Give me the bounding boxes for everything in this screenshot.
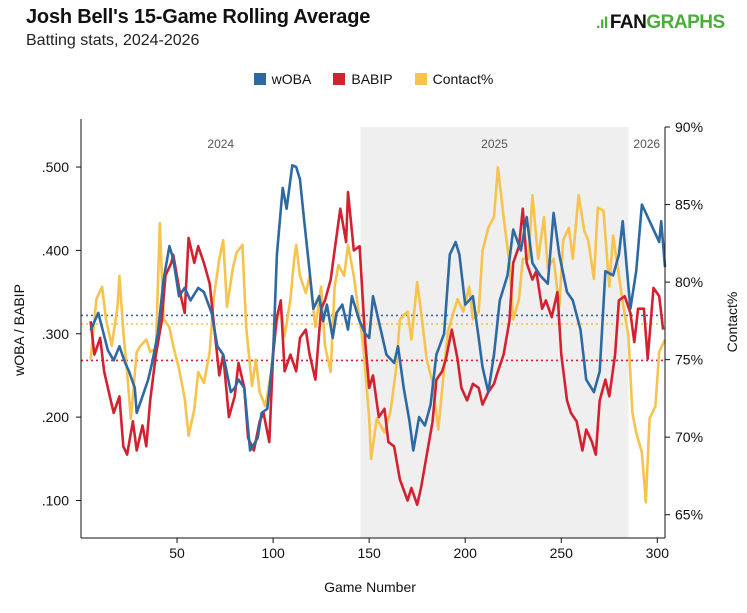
y-tick-label: .300 (42, 326, 69, 342)
x-tick-label: 300 (646, 545, 670, 561)
chart-title: Josh Bell's 15-Game Rolling Average (26, 6, 371, 28)
y2-tick-label: 70% (675, 429, 703, 445)
y-tick-label: .100 (42, 492, 69, 508)
series-line-babip (89, 190, 665, 506)
legend-swatch-contact (414, 73, 427, 85)
season-label-2024: 2024 (207, 137, 234, 151)
season-label-2025: 2025 (481, 137, 508, 151)
chart-subtitle: Batting stats, 2024-2026 (26, 32, 200, 49)
y2-tick-label: 75% (675, 352, 703, 368)
x-tick-label: 250 (550, 545, 574, 561)
y-axis-label: wOBA / BABIP (11, 284, 27, 377)
x-tick-label: 50 (169, 545, 185, 561)
x-tick-label: 150 (357, 545, 381, 561)
season-label-2026: 2026 (633, 137, 660, 151)
fangraphs-logo: .ıl FANGRAPHS (596, 12, 725, 33)
y2-tick-label: 90% (675, 119, 703, 135)
legend-item-woba[interactable]: wOBA (253, 71, 312, 87)
legend-label-contact: Contact% (432, 71, 494, 87)
x-axis-label: Game Number (324, 579, 416, 595)
y2-axis-label: Contact% (724, 292, 740, 353)
x-tick-label: 200 (454, 545, 478, 561)
y2-tick-label: 85% (675, 197, 703, 213)
series-line-contact-pct (89, 166, 667, 504)
y-tick-label: .500 (42, 159, 69, 175)
series-line-woba (89, 164, 667, 452)
legend-swatch-babip (333, 73, 346, 85)
legend: wOBA BABIP Contact% (0, 71, 747, 87)
x-tick-label: 100 (261, 545, 285, 561)
season-band-2025 (360, 127, 629, 538)
y2-tick-label: 80% (675, 274, 703, 290)
fangraphs-logo-icon: .ıl (596, 15, 608, 32)
y2-tick-label: 65% (675, 507, 703, 523)
legend-label-babip: BABIP (351, 71, 393, 87)
y-tick-label: .200 (42, 409, 69, 425)
legend-swatch-woba (253, 73, 266, 85)
legend-item-contact[interactable]: Contact% (414, 71, 494, 87)
y-tick-label: .400 (42, 242, 69, 258)
legend-item-babip[interactable]: BABIP (333, 71, 393, 87)
legend-label-woba: wOBA (271, 71, 312, 87)
